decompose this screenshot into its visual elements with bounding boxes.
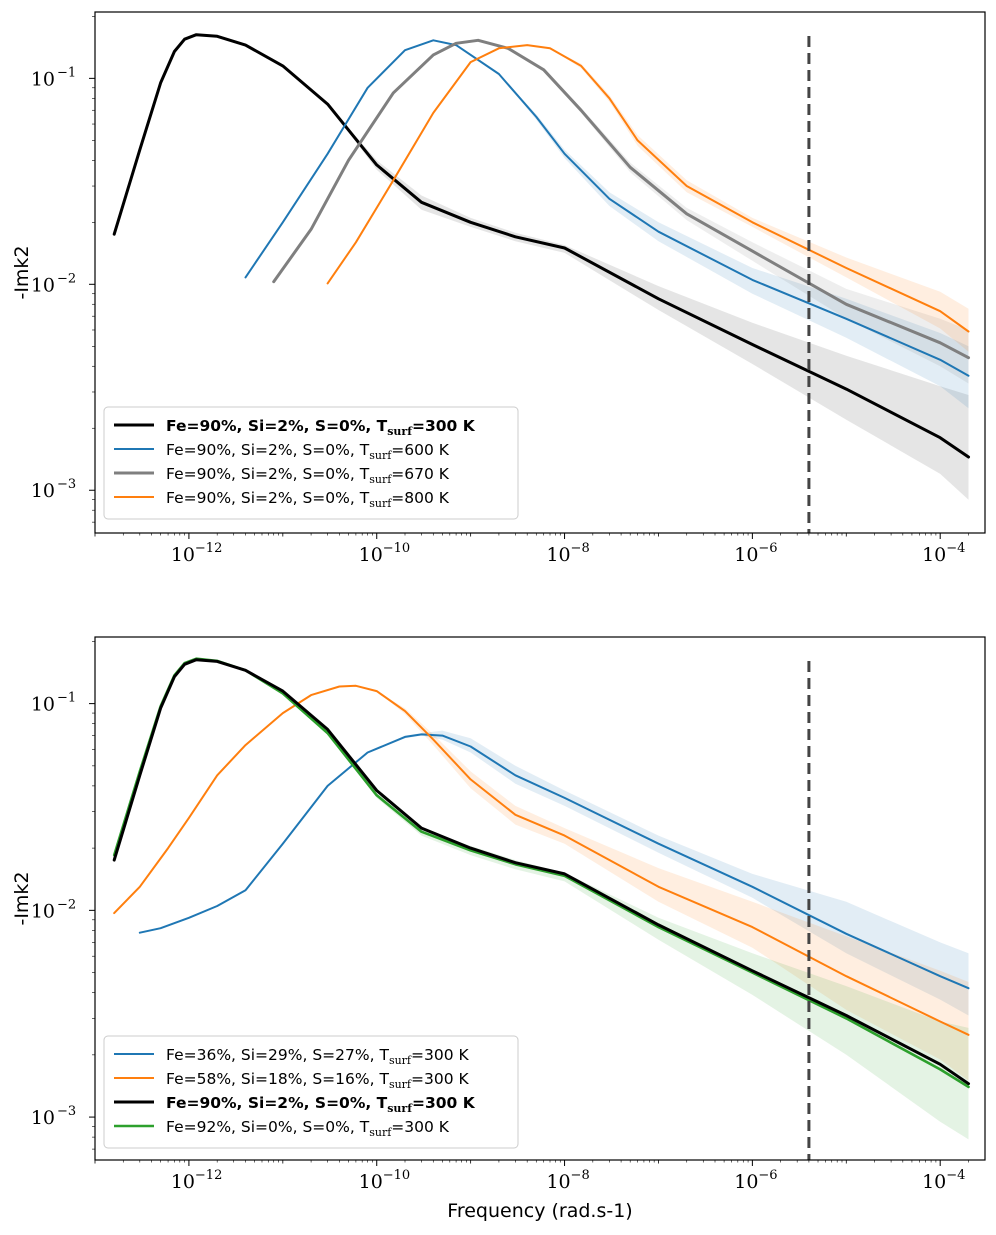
y-tick-label: 10 — [31, 68, 55, 90]
y-tick-exponent: −3 — [57, 1104, 76, 1119]
x-tick-label: 10 — [734, 1171, 758, 1193]
y-tick-label: 10 — [31, 1107, 55, 1129]
x-tick-exponent: −6 — [758, 541, 777, 556]
y-tick-label: 10 — [31, 694, 55, 716]
legend-entry: Fe=58%, Si=18%, S=16%, Tsurf=300 K — [166, 1070, 469, 1091]
x-tick-exponent: −12 — [195, 1168, 222, 1183]
bottom-panel: 10 −12 10 −10 10 −8 10 −6 10−410−310−210 −1-Imk2F… — [11, 636, 986, 1222]
x-tick-label: 10 — [171, 1171, 195, 1193]
x-tick-exponent: −4 — [946, 541, 965, 556]
x-tick-exponent: −10 — [383, 541, 410, 556]
x-tick-label: 10 — [171, 544, 195, 566]
axes-frame — [94, 636, 986, 1161]
series-line-0 — [138, 733, 970, 990]
series-line-2 — [272, 38, 970, 360]
x-tick-exponent: −8 — [571, 1168, 590, 1183]
y-tick-exponent: −1 — [57, 65, 76, 80]
legend: Fe=90%, Si=2%, S=0%, Tsurf=300 K Fe=90%, … — [103, 406, 519, 520]
x-tick-label: 10 — [734, 544, 758, 566]
x-tick-exponent: −6 — [758, 1168, 777, 1183]
x-tick-exponent: −8 — [571, 541, 590, 556]
x-tick-label: 10 — [359, 1171, 383, 1193]
x-axis-label: Frequency (rad.s-1) — [447, 1200, 632, 1222]
x-tick-label: 10 — [546, 544, 570, 566]
legend-entry: Fe=90%, Si=2%, S=0%, Tsurf=670 K — [166, 465, 450, 486]
x-tick-exponent: −4 — [946, 1168, 965, 1183]
y-tick-exponent: −1 — [57, 691, 76, 706]
legend-entry: Fe=90%, Si=2%, S=0%, Tsurf=300 K — [166, 1094, 476, 1115]
x-tick-label: 10 — [359, 544, 383, 566]
legend: Fe=36%, Si=29%, S=27%, Tsurf=300 K Fe=58%… — [103, 1035, 519, 1149]
legend-entry: Fe=90%, Si=2%, S=0%, Tsurf=600 K — [166, 441, 450, 462]
y-axis-label: -Imk2 — [11, 245, 33, 299]
plot-area — [112, 33, 970, 500]
series-line-1 — [113, 684, 970, 1036]
uncertainty-band-0 — [139, 730, 969, 1016]
x-tick-label: 10 — [546, 1171, 570, 1193]
x-tick-label: 10 — [922, 1171, 946, 1193]
y-tick-exponent: −3 — [57, 477, 76, 492]
x-tick-exponent: −10 — [383, 1168, 410, 1183]
x-tick-label: 10 — [922, 544, 946, 566]
series-line-0 — [112, 33, 970, 459]
plot-area — [112, 657, 970, 1140]
legend-entry: Fe=90%, Si=2%, S=0%, Tsurf=300 K — [166, 417, 476, 438]
y-tick-exponent: −2 — [57, 897, 76, 912]
y-tick-label: 10 — [31, 274, 55, 296]
series-line-1 — [244, 39, 970, 377]
y-tick-exponent: −2 — [57, 271, 76, 286]
legend-box — [103, 1035, 519, 1149]
y-tick-label: 10 — [31, 900, 55, 922]
legend-entry: Fe=36%, Si=29%, S=27%, Tsurf=300 K — [166, 1046, 469, 1067]
legend-entry: Fe=90%, Si=2%, S=0%, Tsurf=800 K — [166, 489, 450, 510]
legend-entry: Fe=92%, Si=0%, S=0%, Tsurf=300 K — [166, 1118, 450, 1139]
legend-box — [103, 406, 519, 520]
series-line-3 — [112, 658, 970, 1086]
top-panel: 10 −12 10 −10 10 −8 10 −6 10−410−310−210 −1-Imk2F… — [11, 11, 986, 566]
series-line-3 — [326, 44, 970, 333]
x-tick-exponent: −12 — [195, 541, 222, 556]
y-tick-label: 10 — [31, 480, 55, 502]
axes-frame — [94, 11, 986, 534]
y-axis-label: -Imk2 — [11, 871, 33, 925]
